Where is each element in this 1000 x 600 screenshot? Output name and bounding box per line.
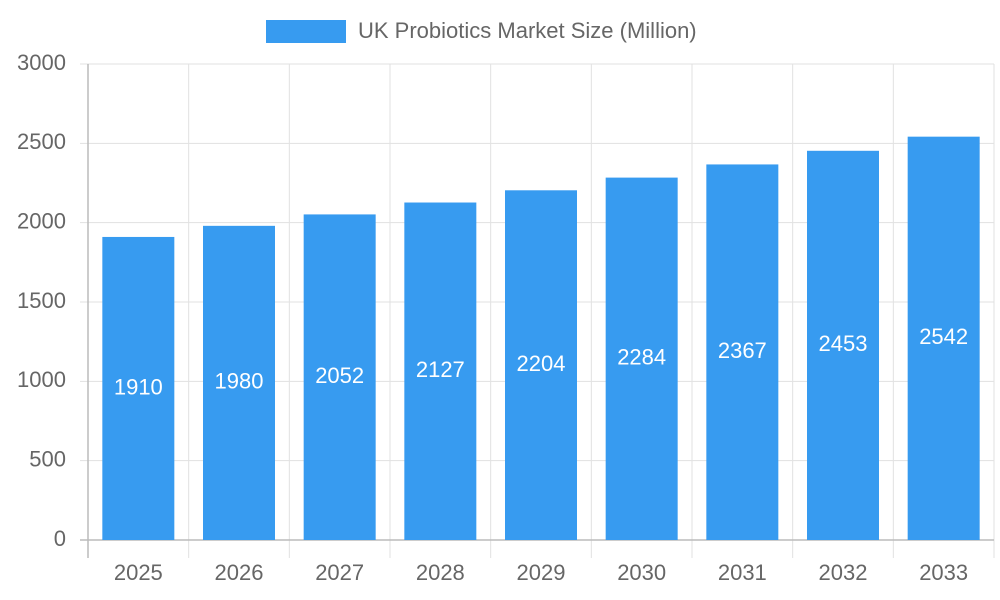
value-label: 2542 (919, 324, 968, 349)
x-tick-label: 2031 (718, 560, 767, 585)
bar (102, 236, 175, 541)
bar (505, 190, 577, 541)
value-label: 2284 (617, 345, 666, 370)
x-tick-label: 2025 (114, 560, 163, 585)
x-tick-label: 2028 (416, 560, 465, 585)
y-tick-label: 2000 (17, 208, 66, 233)
bar (605, 177, 678, 540)
y-tick-label: 1500 (17, 288, 66, 313)
value-label: 2367 (718, 338, 767, 363)
bar (203, 225, 275, 540)
value-label: 2052 (315, 363, 364, 388)
value-label: 2204 (517, 351, 566, 376)
y-tick-label: 2500 (17, 129, 66, 154)
y-tick-label: 3000 (17, 50, 66, 75)
x-tick-label: 2027 (315, 560, 364, 585)
bar (907, 136, 980, 541)
value-label: 2453 (819, 331, 868, 356)
x-tick-label: 2029 (517, 560, 566, 585)
x-tick-label: 2032 (819, 560, 868, 585)
bar (807, 150, 879, 541)
x-tick-label: 2026 (215, 560, 264, 585)
value-label: 1980 (215, 369, 264, 394)
legend-label: UK Probiotics Market Size (Million) (358, 18, 697, 43)
y-tick-label: 0 (54, 526, 66, 551)
value-label: 1910 (114, 374, 163, 399)
y-tick-label: 500 (29, 446, 66, 471)
x-tick-label: 2030 (617, 560, 666, 585)
x-tick-label: 2033 (919, 560, 968, 585)
bar (303, 214, 376, 540)
bar (706, 164, 779, 540)
bar (404, 202, 477, 541)
y-tick-label: 1000 (17, 367, 66, 392)
legend-swatch (266, 20, 346, 43)
value-label: 2127 (416, 357, 465, 382)
